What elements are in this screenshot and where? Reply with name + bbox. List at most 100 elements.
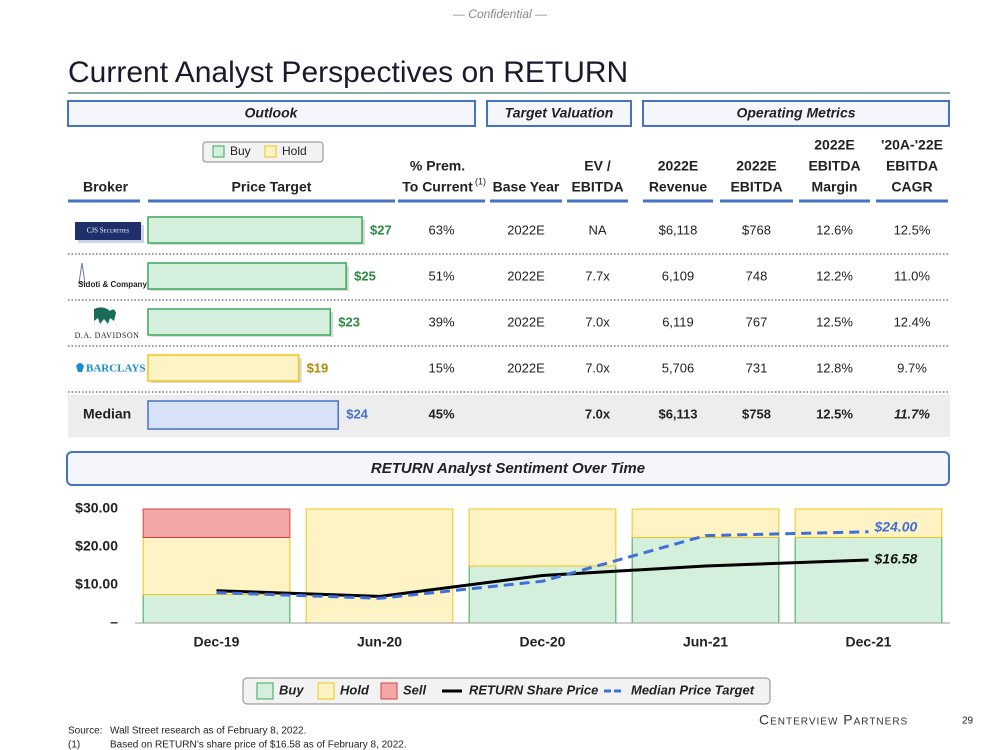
price-target-bar [147,308,332,336]
median-cell: $6,113 [658,406,697,421]
cell: 6,119 [662,314,694,329]
cell: 9.7% [897,360,927,375]
section-title: Target Valuation [505,105,614,121]
footnote-marker: (1) [68,740,80,750]
broker-logo: D.A. DAVIDSON [75,331,140,340]
x-tick-label: Jun-21 [683,634,728,650]
line-series [216,558,869,598]
column-header: EBITDA [808,158,860,174]
cell: 731 [746,360,768,375]
price-target-bar [147,216,363,244]
column-header: 2022E [658,158,698,174]
logo-bg [75,222,141,240]
legend-label: Sell [403,682,427,697]
legend-swatch [317,682,335,700]
legend-label: RETURN Share Price [469,682,598,697]
stacked-bar [631,537,780,624]
end-label: $16.58 [874,551,918,567]
cell: 2022E [507,268,545,283]
median-bar [147,400,339,430]
stacked-bar [305,508,454,624]
y-tick-label: – [110,614,118,630]
legend-label: Median Price Target [631,682,755,697]
line-series [216,530,869,600]
cell: 2022E [507,222,545,237]
stacked-bar [794,537,943,624]
legend-swatch [264,145,277,158]
confidential: — Confidential — [452,7,548,21]
column-header: % Prem. [410,158,465,174]
column-header: Margin [812,179,858,195]
legend-swatch [256,682,274,700]
broker-logo: Sidoti & Company [78,280,147,289]
cell: 12.5% [894,222,931,237]
chart-legend-box [242,677,771,705]
cell: $6,118 [659,222,698,237]
logo-icon [94,307,116,324]
cell: 12.2% [816,268,853,283]
page-number: 29 [962,716,974,727]
x-tick-label: Dec-21 [846,634,892,650]
cell: 767 [746,314,768,329]
column-note: (1) [475,176,486,186]
column-header: CAGR [891,179,932,195]
cell: 7.0x [585,314,610,329]
logo-icon [78,262,86,284]
column-header: '20A-'22E [881,137,943,153]
x-tick-label: Dec-19 [194,634,240,650]
end-label: $24.00 [874,519,918,535]
y-tick-label: $30.00 [75,500,118,516]
cell: 11.0% [894,268,930,283]
column-header: Broker [83,179,129,195]
header-box [642,100,950,127]
cell: NA [588,222,606,237]
median-label: Median [83,406,131,422]
stacked-bar [631,508,780,538]
cell: 15% [428,360,454,375]
cell: 2022E [507,360,545,375]
column-header: Revenue [649,179,708,195]
cell: 7.0x [585,360,610,375]
y-tick-label: $20.00 [75,538,118,554]
cell: 5,706 [662,360,695,375]
column-header: EBITDA [730,179,782,195]
firm: Centerview Partners [759,712,908,728]
footnote-text: Based on RETURN’s share price of $16.58 … [110,740,407,750]
cell: 12.6% [816,222,853,237]
stacked-bar [142,537,291,595]
y-tick-label: $10.00 [75,576,118,592]
logo-icon [76,363,84,372]
cell: 12.5% [816,314,853,329]
legend-label: Buy [230,144,251,158]
column-header: 2022E [736,158,776,174]
chart-header-box [66,451,950,486]
column-header: EV / [584,158,611,174]
legend-swatch [212,145,225,158]
median-cell: 7.0x [585,406,611,421]
price-target-label: $25 [354,268,376,283]
legend-label: Hold [282,144,307,158]
x-tick-label: Jun-20 [357,634,402,650]
broker-logo: CJS Securities [87,227,130,235]
cell: 2022E [507,314,545,329]
price-target-label: $19 [307,360,329,375]
price-target-bar [147,262,347,290]
rating-legend-box [202,141,324,163]
column-header: EBITDA [571,179,623,195]
broker-logo: BARCLAYS [86,363,146,375]
price-target-bar [147,354,300,382]
cell: 12.8% [816,360,853,375]
column-header: To Current [402,179,473,195]
x-tick-label: Dec-20 [520,634,566,650]
median-cell: 11.7% [894,406,930,421]
legend-label: Buy [279,682,304,697]
title: Current Analyst Perspectives on RETURN [68,56,628,89]
price-target-label: $23 [338,314,360,329]
cell: 12.4% [894,314,931,329]
cell: 39% [428,314,454,329]
header-box [67,100,476,127]
legend-swatch [380,682,398,700]
stacked-bar [468,508,617,567]
stacked-bar [142,594,291,624]
